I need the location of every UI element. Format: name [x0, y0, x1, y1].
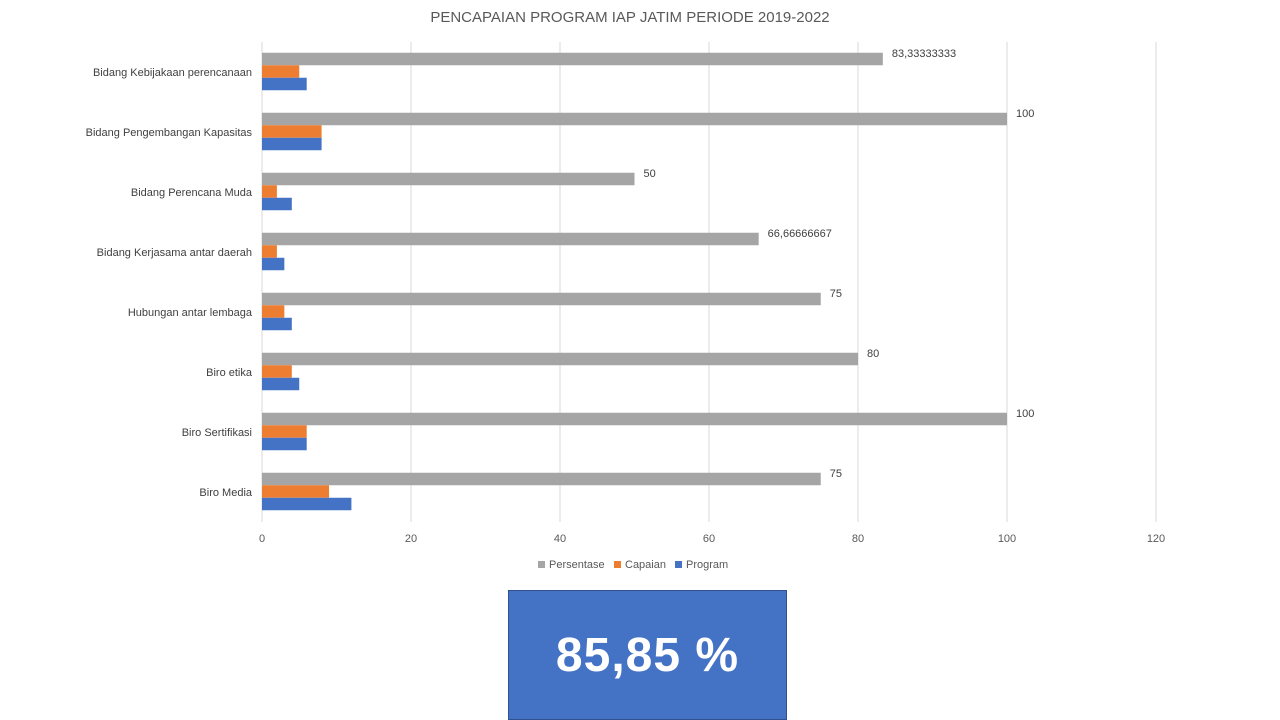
bar-program-5 [262, 377, 300, 391]
x-tick-label: 40 [554, 533, 566, 545]
x-tick-label: 80 [852, 533, 864, 545]
bar-persentase-0 [262, 52, 883, 66]
bar-capaian-1 [262, 125, 322, 138]
bar-program-6 [262, 437, 307, 451]
bar-capaian-4 [262, 305, 285, 318]
data-label: 83,33333333 [892, 48, 956, 60]
bar-program-2 [262, 197, 292, 211]
bar-persentase-3 [262, 232, 759, 246]
category-label: Biro etika [206, 367, 253, 379]
category-label: Bidang Kebijakaan perencanaan [93, 67, 252, 79]
legend-swatch-program [675, 561, 682, 568]
legend-swatch-capaian [614, 561, 621, 568]
category-label: Biro Sertifikasi [182, 427, 252, 439]
data-label: 100 [1016, 108, 1034, 120]
data-label: 50 [644, 168, 656, 180]
legend: Persentase Capaian Program [538, 559, 728, 571]
bar-persentase-1 [262, 112, 1007, 126]
data-label: 66,66666667 [768, 228, 832, 240]
bar-program-4 [262, 317, 292, 331]
category-label: Hubungan antar lembaga [128, 307, 253, 319]
data-label: 100 [1016, 408, 1034, 420]
legend-label-persentase: Persentase [549, 559, 605, 571]
category-label: Bidang Perencana Muda [131, 187, 253, 199]
bar-capaian-5 [262, 365, 292, 378]
legend-label-capaian: Capaian [625, 559, 666, 571]
bar-program-1 [262, 137, 322, 151]
bar-capaian-3 [262, 245, 277, 258]
data-label: 80 [867, 348, 879, 360]
bar-persentase-5 [262, 352, 858, 366]
summary-percentage-value: 85,85 % [555, 628, 740, 682]
bar-program-0 [262, 77, 307, 91]
bars-group: 83,33333333 100 50 66,66666667 75 80 100 75 [262, 48, 1034, 511]
bar-capaian-7 [262, 485, 330, 498]
summary-percentage-box: 85,85 % [508, 590, 787, 720]
legend-label-program: Program [686, 559, 728, 571]
bar-program-3 [262, 257, 285, 271]
legend-swatch-persentase [538, 561, 545, 568]
x-tick-label: 20 [405, 533, 417, 545]
bar-capaian-6 [262, 425, 307, 438]
x-tick-label: 60 [703, 533, 715, 545]
data-label: 75 [830, 468, 842, 480]
category-label: Bidang Pengembangan Kapasitas [86, 127, 253, 139]
data-label: 75 [830, 288, 842, 300]
bar-program-7 [262, 497, 352, 511]
bar-chart: PENCAPAIAN PROGRAM IAP JATIM PERIODE 201… [86, 9, 1166, 571]
bar-persentase-6 [262, 412, 1007, 426]
x-axis-ticks: 0 20 40 60 80 100 120 [259, 533, 1165, 545]
category-label: Biro Media [199, 487, 252, 499]
x-tick-label: 120 [1147, 533, 1165, 545]
chart-title: PENCAPAIAN PROGRAM IAP JATIM PERIODE 201… [430, 9, 829, 26]
x-tick-label: 0 [259, 533, 265, 545]
bar-capaian-0 [262, 65, 300, 78]
bar-persentase-4 [262, 292, 821, 306]
category-label: Bidang Kerjasama antar daerah [97, 247, 252, 259]
x-tick-label: 100 [998, 533, 1016, 545]
bar-capaian-2 [262, 185, 277, 198]
bar-persentase-2 [262, 172, 635, 186]
category-labels: Bidang Kebijakaan perencanaan Bidang Peng… [86, 67, 253, 499]
bar-persentase-7 [262, 472, 821, 486]
